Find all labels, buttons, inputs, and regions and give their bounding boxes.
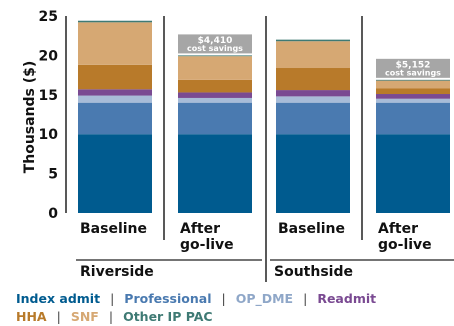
bar-segment-index-admit bbox=[376, 134, 450, 213]
legend-separator: | bbox=[110, 291, 115, 306]
bar-segment-other-ip-pac bbox=[376, 79, 450, 81]
y-tick-label: 0 bbox=[48, 206, 58, 222]
bar-segment-hha bbox=[376, 88, 450, 95]
category-label: go-live bbox=[180, 237, 234, 253]
group-labels: Riverside Southside bbox=[80, 264, 353, 280]
y-axis-ticks: 0 5 10 15 20 25 bbox=[39, 9, 59, 222]
bar-segment-snf bbox=[178, 56, 252, 80]
bar-segment-readmit bbox=[178, 92, 252, 98]
bar-segment-hha bbox=[276, 68, 350, 91]
legend-entry: SNF bbox=[70, 309, 99, 324]
y-tick-label: 5 bbox=[48, 167, 58, 183]
bar-segment-readmit bbox=[78, 89, 152, 96]
bar-segment-professional bbox=[376, 102, 450, 135]
bar-segment-op-dme bbox=[376, 98, 450, 103]
category-label: Baseline bbox=[278, 221, 345, 237]
legend-separator: | bbox=[303, 291, 308, 306]
legend: Index admit | Professional | OP_DME | Readmit H… bbox=[16, 290, 446, 326]
bar-stacks bbox=[78, 20, 450, 213]
bar-segment-other-ip-pac bbox=[78, 20, 152, 23]
legend-row: HHA | SNF | Other IP PAC bbox=[16, 308, 446, 326]
legend-entry: Readmit bbox=[317, 291, 377, 306]
annotation-amount: $5,152 bbox=[396, 60, 431, 70]
bar-segment-op-dme bbox=[178, 97, 252, 103]
bar-segment-other-ip-pac bbox=[276, 39, 350, 42]
bar-segment-op-dme bbox=[276, 96, 350, 103]
bar-segment-index-admit bbox=[178, 134, 252, 213]
bar-segment-hha bbox=[78, 64, 152, 90]
category-label: After bbox=[378, 221, 418, 237]
category-label: go-live bbox=[378, 237, 432, 253]
y-tick-label: 10 bbox=[39, 127, 59, 143]
annotation-box bbox=[376, 58, 450, 78]
bar-segment-snf bbox=[376, 80, 450, 89]
y-axis-label: Thousands ($) bbox=[22, 61, 38, 174]
legend-row: Index admit | Professional | OP_DME | Readmit bbox=[16, 290, 446, 308]
category-label: Baseline bbox=[80, 221, 147, 237]
legend-entry: HHA bbox=[16, 309, 47, 324]
annotation-caption: cost savings bbox=[187, 44, 243, 53]
group-label: Southside bbox=[274, 264, 353, 280]
bar-segment-readmit bbox=[376, 94, 450, 99]
y-tick-label: 20 bbox=[39, 48, 59, 64]
bar-segment-index-admit bbox=[276, 134, 350, 213]
category-label: After bbox=[180, 221, 220, 237]
legend-entry: Professional bbox=[124, 291, 212, 306]
group-label: Riverside bbox=[80, 264, 154, 280]
annotation-amount: $4,410 bbox=[198, 36, 233, 46]
bar-segment-index-admit bbox=[78, 134, 152, 213]
legend-entry: Index admit bbox=[16, 291, 101, 306]
annotation-box bbox=[178, 34, 252, 54]
legend-separator: | bbox=[221, 291, 226, 306]
legend-separator: | bbox=[56, 309, 61, 324]
bar-segment-readmit bbox=[276, 90, 350, 97]
legend-separator: | bbox=[108, 309, 114, 324]
bar-segment-op-dme bbox=[78, 95, 152, 103]
y-tick-label: 25 bbox=[39, 9, 58, 25]
legend-entry: Other IP PAC bbox=[123, 309, 213, 324]
bar-segment-hha bbox=[178, 79, 252, 93]
bar-segment-other-ip-pac bbox=[178, 55, 252, 57]
bar-segment-snf bbox=[276, 41, 350, 69]
legend-entry: OP_DME bbox=[235, 291, 294, 306]
y-tick-label: 15 bbox=[39, 88, 58, 104]
bar-segment-professional bbox=[178, 102, 252, 135]
bar-segment-professional bbox=[276, 102, 350, 135]
bar-segment-professional bbox=[78, 102, 152, 135]
annotation-caption: cost savings bbox=[385, 68, 441, 77]
bar-segment-snf bbox=[78, 22, 152, 65]
